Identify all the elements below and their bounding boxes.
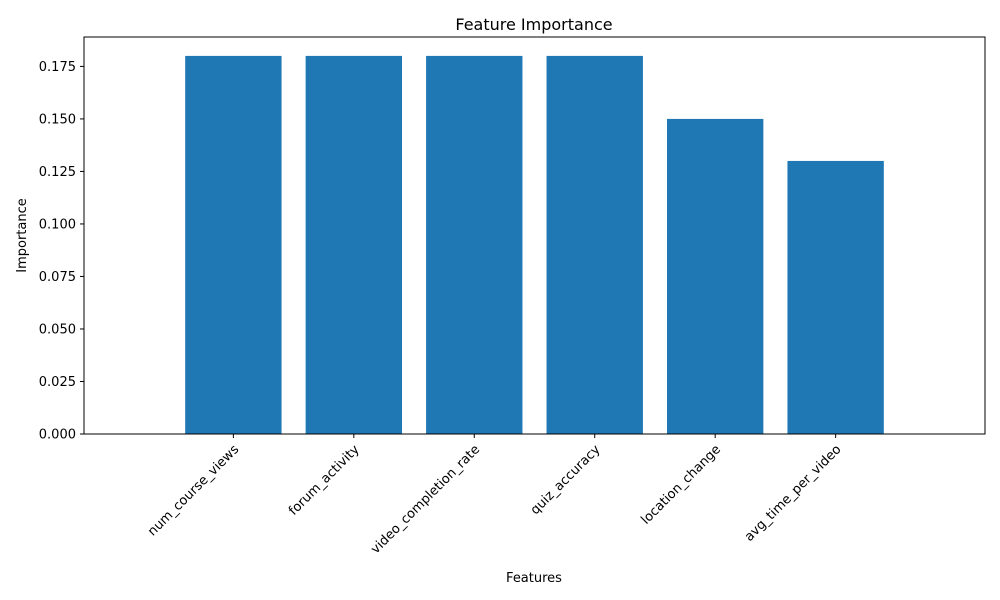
y-tick-label: 0.000 [39,428,76,443]
y-axis-label: Importance [15,198,30,273]
x-axis-label: Features [506,571,562,586]
y-tick-label: 0.025 [39,375,76,390]
y-tick-label: 0.050 [39,322,76,337]
chart-title: Feature Importance [455,15,612,34]
bar-location-change [667,118,764,435]
bar-num-course-views [185,55,282,435]
y-tick-label: 0.175 [39,60,76,75]
y-tick-label: 0.075 [39,270,76,285]
bar-video-completion-rate [426,55,523,435]
bar-forum-activity [305,55,402,435]
y-axis-ticks: 0.000 0.025 0.050 0.075 0.100 0.125 0.150 0.175 [39,60,84,443]
bar-quiz-accuracy [546,55,643,435]
y-tick-label: 0.125 [39,165,76,180]
bars-group [185,55,884,435]
y-tick-label: 0.100 [39,217,76,232]
y-tick-label: 0.150 [39,112,76,127]
bar-avg-time-per-video [787,160,884,434]
plot-frame [83,36,986,435]
